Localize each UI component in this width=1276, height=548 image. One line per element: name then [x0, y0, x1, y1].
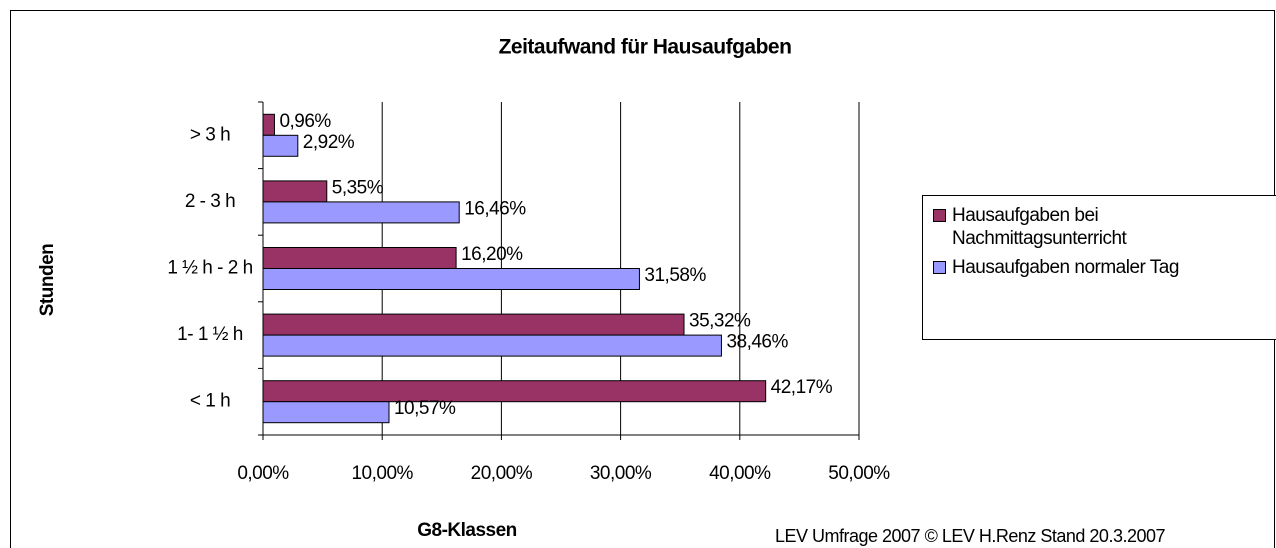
value-label: 31,58%	[644, 265, 706, 286]
bar	[262, 380, 767, 403]
y-tick-label: 1- 1 ½ h	[177, 324, 243, 345]
x-axis-title: G8-Klassen	[417, 520, 517, 541]
value-label: 35,32%	[689, 311, 751, 332]
x-tick-label: 30,00%	[590, 463, 652, 484]
value-label: 38,46%	[726, 332, 788, 353]
bar	[262, 401, 390, 424]
y-tick-label: 1 ½ h - 2 h	[167, 258, 252, 279]
bar	[262, 113, 275, 136]
value-label: 2,92%	[303, 132, 355, 153]
y-axis-title: Stunden	[37, 244, 58, 317]
x-tick-label: 10,00%	[351, 463, 413, 484]
bar	[262, 313, 685, 336]
legend: Hausaufgaben bei Nachmittagsunterricht Ha…	[922, 195, 1276, 340]
x-tick-label: 0,00%	[237, 463, 289, 484]
value-label: 16,20%	[461, 244, 523, 265]
legend-entry: Hausaufgaben bei Nachmittagsunterricht	[933, 204, 1276, 250]
x-tick-label: 50,00%	[828, 463, 890, 484]
value-label: 5,35%	[332, 177, 384, 198]
value-label: 42,17%	[771, 377, 833, 398]
x-tick-label: 20,00%	[471, 463, 533, 484]
y-tick-label: > 3 h	[190, 124, 230, 145]
value-label: 16,46%	[464, 198, 526, 219]
legend-label: Hausaufgaben normaler Tag	[952, 257, 1179, 278]
legend-entry: Hausaufgaben normaler Tag	[933, 256, 1276, 279]
legend-swatch	[933, 261, 946, 274]
bar	[262, 268, 640, 290]
bar	[262, 180, 328, 203]
footnote: LEV Umfrage 2007 © LEV H.Renz Stand 20.3…	[775, 526, 1166, 546]
value-label: 0,96%	[279, 111, 331, 132]
value-label: 10,57%	[394, 398, 456, 419]
legend-swatch	[933, 209, 946, 222]
chart-title: Zeitaufwand für Hausaufgaben	[499, 36, 792, 59]
bar	[262, 201, 460, 224]
x-tick-label: 40,00%	[709, 463, 771, 484]
bar	[262, 247, 457, 269]
bar	[262, 334, 722, 357]
y-tick-label: 2 - 3 h	[185, 191, 235, 212]
legend-label: Hausaufgaben bei Nachmittagsunterricht	[952, 205, 1127, 249]
bar	[262, 134, 299, 157]
y-tick-label: < 1 h	[190, 391, 230, 412]
